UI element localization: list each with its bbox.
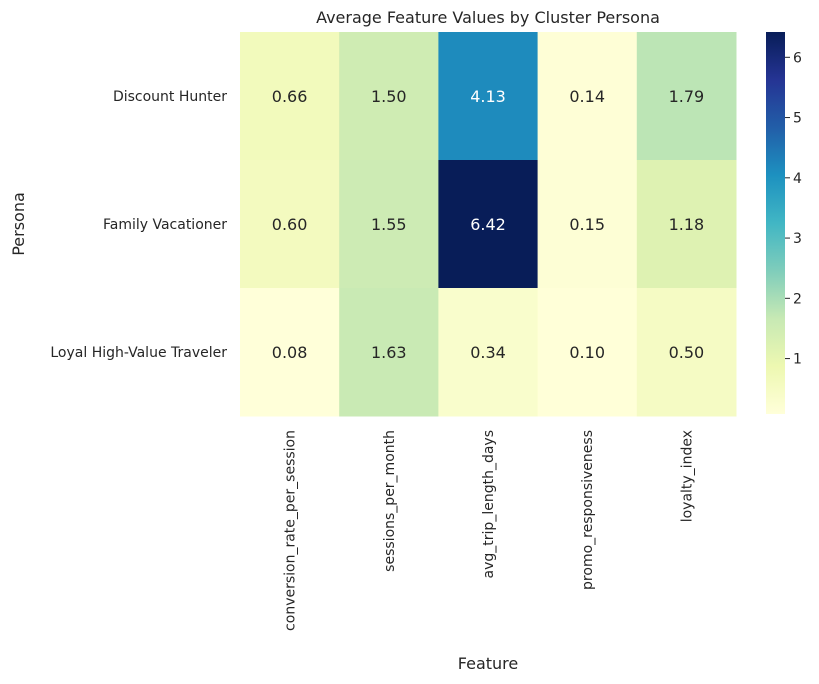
heatmap-cell [339, 160, 439, 289]
heatmap-cell [438, 288, 539, 417]
heatmap-cell [537, 288, 638, 417]
cell-value-label: 0.66 [272, 87, 308, 106]
colorbar-tick-label: 6 [793, 50, 802, 66]
y-tick-label: Family Vacationer [103, 217, 227, 233]
cell-value-label: 0.34 [470, 343, 506, 362]
heatmap-cell [636, 288, 737, 417]
heatmap-cell [339, 32, 439, 161]
x-tick-label: promo_responsiveness [580, 430, 596, 590]
colorbar-gradient [766, 32, 785, 414]
cell-value-label: 1.18 [669, 215, 705, 234]
cell-value-label: 0.14 [569, 87, 605, 106]
cell-value-label: 0.50 [669, 343, 705, 362]
cell-value-label: 1.63 [371, 343, 407, 362]
colorbar: 1 2 3 4 5 6 [766, 32, 802, 414]
heatmap-cell [636, 32, 737, 161]
cell-value-label: 0.10 [569, 343, 605, 362]
x-tick-labels: conversion_rate_per_session sessions_per_… [283, 430, 696, 631]
x-tick-label: conversion_rate_per_session [283, 430, 299, 631]
heatmap-cell [438, 32, 539, 161]
y-tick-labels: Discount Hunter Family Vacationer Loyal Hi… [50, 89, 227, 361]
heatmap-cell [339, 288, 439, 417]
cell-value-label: 0.08 [272, 343, 308, 362]
heatmap-cells [240, 32, 737, 417]
x-axis-label: Feature [458, 654, 518, 673]
x-tick-label: loyalty_index [679, 430, 695, 522]
colorbar-ticks: 1 2 3 4 5 6 [785, 50, 802, 368]
heatmap-cell [537, 32, 638, 161]
chart-title: Average Feature Values by Cluster Person… [316, 8, 660, 27]
cell-value-label: 0.15 [569, 215, 605, 234]
cell-value-label: 6.42 [470, 215, 506, 234]
heatmap-cell [240, 32, 340, 161]
cell-value-label: 1.79 [669, 87, 705, 106]
colorbar-tick-label: 3 [793, 231, 802, 247]
heatmap-cell [240, 160, 340, 289]
x-tick-label: avg_trip_length_days [481, 430, 497, 578]
cell-value-label: 0.60 [272, 215, 308, 234]
cell-value-label: 1.55 [371, 215, 407, 234]
y-tick-label: Discount Hunter [113, 89, 227, 105]
y-tick-label: Loyal High-Value Traveler [50, 345, 227, 361]
heatmap-cell [636, 160, 737, 289]
y-axis-label: Persona [9, 192, 28, 256]
heatmap-cell [537, 160, 638, 289]
colorbar-tick-label: 2 [793, 291, 802, 307]
colorbar-tick-label: 4 [793, 171, 802, 187]
cell-value-label: 1.50 [371, 87, 407, 106]
cell-value-label: 4.13 [470, 87, 506, 106]
colorbar-tick-label: 1 [793, 352, 802, 368]
heatmap-cell [240, 288, 340, 417]
x-tick-label: sessions_per_month [382, 430, 398, 572]
heatmap-cell [438, 160, 539, 289]
heatmap-cell-labels: 0.66 1.50 4.13 0.14 1.79 0.60 1.55 6.42 0.15 1.18… [272, 87, 704, 362]
colorbar-tick-label: 5 [793, 111, 802, 127]
